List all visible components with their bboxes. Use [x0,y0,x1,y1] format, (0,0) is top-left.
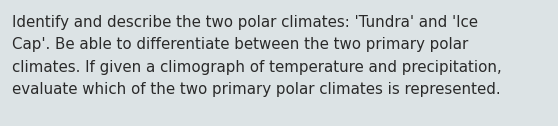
Text: Identify and describe the two polar climates: 'Tundra' and 'Ice
Cap'. Be able to: Identify and describe the two polar clim… [12,15,502,97]
